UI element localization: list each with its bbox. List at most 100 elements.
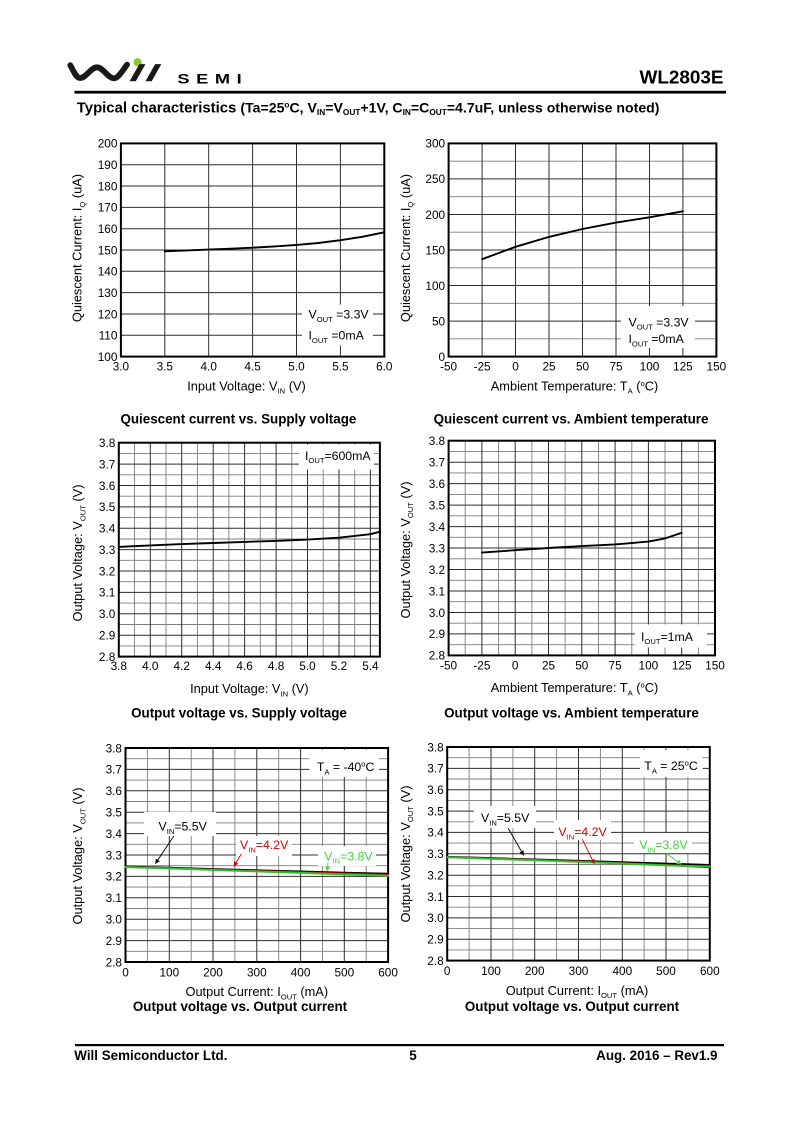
svg-text:3.8: 3.8 [106,741,123,755]
svg-text:IOUT =0mA: IOUT =0mA [309,329,365,345]
svg-text:0: 0 [444,964,451,978]
svg-text:3.1: 3.1 [99,586,115,600]
svg-text:2.8: 2.8 [99,650,116,664]
svg-text:140: 140 [98,265,118,279]
svg-text:Output voltage vs. Output curr: Output voltage vs. Output current [465,999,680,1014]
svg-text:3.4: 3.4 [99,522,116,536]
svg-text:2.9: 2.9 [99,629,115,643]
svg-text:3.4: 3.4 [427,826,444,840]
svg-text:3.6: 3.6 [106,784,123,798]
svg-text:Ambient Temperature: TA (oC): Ambient Temperature: TA (oC) [491,680,658,697]
svg-text:300: 300 [247,965,267,979]
svg-text:4.0: 4.0 [200,359,217,373]
svg-text:4.4: 4.4 [205,659,222,673]
svg-text:5.0: 5.0 [299,659,316,673]
svg-text:0: 0 [439,350,446,364]
svg-text:Output voltage vs. Output curr: Output voltage vs. Output current [133,999,348,1014]
svg-text:100: 100 [425,279,445,293]
svg-text:Ambient Temperature: TA (oC): Ambient Temperature: TA (oC) [491,378,658,395]
svg-text:3.6: 3.6 [427,783,444,797]
svg-text:4.5: 4.5 [244,359,261,373]
svg-text:3.7: 3.7 [427,762,443,776]
svg-text:25: 25 [542,359,556,373]
svg-text:2.9: 2.9 [106,934,122,948]
svg-text:3.4: 3.4 [429,520,446,534]
svg-text:Output Voltage: VOUT (V): Output Voltage: VOUT (V) [398,786,415,923]
svg-text:Quiescent current vs. Ambient: Quiescent current vs. Ambient temperatur… [434,412,709,427]
svg-text:50: 50 [432,314,446,328]
svg-text:3.8: 3.8 [111,659,128,673]
svg-text:VIN=4.2V: VIN=4.2V [558,825,607,841]
svg-text:3.6: 3.6 [99,479,116,493]
svg-text:3.2: 3.2 [106,870,122,884]
svg-text:200: 200 [98,137,118,151]
svg-text:TA = -40oC: TA = -40oC [317,760,375,777]
svg-text:100: 100 [639,658,659,672]
svg-text:150: 150 [425,243,445,257]
svg-text:VOUT =3.3V: VOUT =3.3V [629,315,690,331]
svg-text:3.0: 3.0 [106,913,123,927]
svg-text:IOUT=600mA: IOUT=600mA [305,449,371,465]
svg-text:Quiescent current vs. Supply v: Quiescent current vs. Supply voltage [120,412,356,427]
svg-text:200: 200 [525,964,545,978]
svg-text:WL2803E: WL2803E [640,68,724,89]
svg-text:120: 120 [98,307,118,321]
svg-text:5.4: 5.4 [362,659,379,673]
svg-text:190: 190 [98,158,118,172]
svg-text:25: 25 [542,658,556,672]
svg-text:3.0: 3.0 [113,359,130,373]
svg-text:3.5: 3.5 [427,804,444,818]
svg-text:3.7: 3.7 [99,457,115,471]
svg-text:170: 170 [98,201,118,215]
svg-text:500: 500 [334,965,354,979]
svg-text:3.0: 3.0 [427,911,444,925]
svg-text:4.8: 4.8 [268,659,285,673]
svg-text:3.1: 3.1 [106,891,122,905]
svg-text:50: 50 [576,359,590,373]
svg-text:3.5: 3.5 [106,806,123,820]
svg-text:5: 5 [409,1048,417,1063]
svg-text:2.9: 2.9 [429,627,445,641]
svg-text:125: 125 [673,359,693,373]
svg-text:6.0: 6.0 [376,359,393,373]
svg-text:160: 160 [98,222,118,236]
svg-text:4.2: 4.2 [173,659,189,673]
svg-text:3.2: 3.2 [427,869,443,883]
svg-text:3.0: 3.0 [429,606,446,620]
svg-text:Output voltage vs. Supply volt: Output voltage vs. Supply voltage [131,705,347,720]
svg-text:500: 500 [656,964,676,978]
svg-text:-25: -25 [473,658,490,672]
svg-text:Aug. 2016 – Rev1.9: Aug. 2016 – Rev1.9 [596,1048,717,1063]
svg-text:VIN=5.5V: VIN=5.5V [159,820,208,836]
svg-text:Output Voltage: VOUT (V): Output Voltage: VOUT (V) [70,788,87,925]
svg-text:3.3: 3.3 [99,543,116,557]
svg-text:400: 400 [291,965,311,979]
svg-text:IOUT =0mA: IOUT =0mA [629,332,685,348]
svg-text:75: 75 [609,658,623,672]
svg-text:150: 150 [705,658,725,672]
svg-text:0: 0 [512,658,519,672]
svg-text:Output Voltage: VOUT (V): Output Voltage: VOUT (V) [398,482,415,619]
svg-text:Output Voltage: VOUT (V): Output Voltage: VOUT (V) [70,485,87,622]
svg-text:180: 180 [98,179,118,193]
svg-text:2.8: 2.8 [427,954,444,968]
svg-text:Output Current: IOUT (mA): Output Current: IOUT (mA) [185,984,328,1001]
svg-text:5.0: 5.0 [288,359,305,373]
svg-text:3.1: 3.1 [427,890,443,904]
svg-text:3.4: 3.4 [106,827,123,841]
svg-text:100: 100 [640,359,660,373]
svg-text:300: 300 [425,137,445,151]
svg-text:150: 150 [98,243,118,257]
svg-text:0: 0 [122,965,129,979]
svg-text:200: 200 [203,965,223,979]
svg-text:IOUT=1mA: IOUT=1mA [641,630,694,646]
svg-text:Quiescent Current: IQ (uA): Quiescent Current: IQ (uA) [398,174,415,322]
svg-text:Typical characteristics (Ta=25: Typical characteristics (Ta=25oC, VIN=VO… [77,99,660,117]
svg-text:100: 100 [159,965,179,979]
svg-text:VIN=3.8V: VIN=3.8V [324,849,373,865]
svg-text:400: 400 [612,964,632,978]
svg-text:3.3: 3.3 [429,541,446,555]
svg-text:3.7: 3.7 [429,456,445,470]
svg-text:3.0: 3.0 [99,607,116,621]
svg-text:VOUT =3.3V: VOUT =3.3V [309,307,370,323]
